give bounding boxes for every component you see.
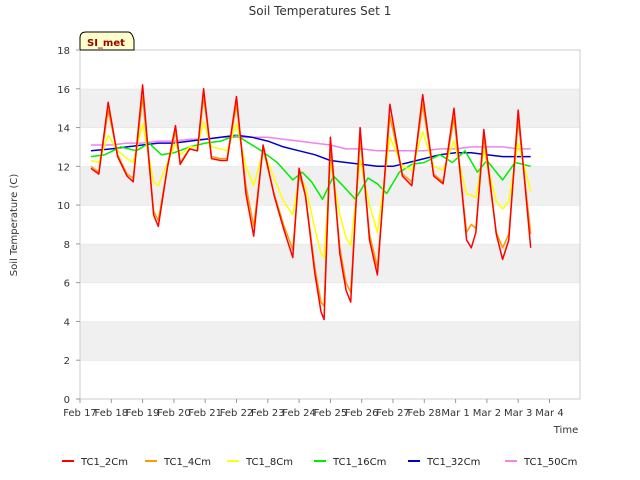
y-tick-label: 8 <box>64 240 70 251</box>
y-tick-label: 6 <box>64 279 70 290</box>
x-tick-label: Mar 2 <box>473 408 501 419</box>
series-line-tc1-50cm <box>91 136 531 152</box>
y-tick-label: 10 <box>57 201 70 212</box>
y-tick-label: 4 <box>64 317 70 328</box>
series-line-tc1-2cm <box>90 84 532 321</box>
grid-bands <box>80 49 580 399</box>
x-tick-label: Feb 20 <box>157 408 191 419</box>
grid-band <box>80 50 580 89</box>
x-tick-label: Feb 22 <box>220 408 254 419</box>
legend-label: TC1_2Cm <box>80 457 128 468</box>
legend-label: TC1_4Cm <box>163 457 211 468</box>
grid-band <box>80 360 580 399</box>
legend-label: TC1_50Cm <box>523 457 577 468</box>
y-tick-label: 0 <box>64 395 70 406</box>
x-axis-label: Time <box>553 425 578 436</box>
x-tick-label: Feb 25 <box>314 408 348 419</box>
y-tick-label: 12 <box>57 162 70 173</box>
grid-band <box>80 321 580 361</box>
grid-band <box>80 88 580 128</box>
grid-band <box>80 205 580 244</box>
series-lines <box>90 84 532 321</box>
x-tick-label: Feb 24 <box>282 408 316 419</box>
y-tick-label: 2 <box>64 356 70 367</box>
x-tick-label: Mar 1 <box>441 408 469 419</box>
x-tick-label: Feb 27 <box>376 408 410 419</box>
legend-label: TC1_16Cm <box>332 457 386 468</box>
legend-label: TC1_32Cm <box>426 457 480 468</box>
grid-band <box>80 243 580 283</box>
badge-label: SI_met <box>87 38 125 49</box>
x-tick-label: Mar 3 <box>504 408 532 419</box>
y-axis-ticks: 0 2 4 6 8 10 12 14 16 18 <box>57 46 80 406</box>
series-line-tc1-32cm <box>90 134 531 168</box>
y-tick-label: 16 <box>57 85 70 96</box>
badge-shape <box>79 31 135 51</box>
x-tick-label: Mar 4 <box>535 408 563 419</box>
legend: TC1_2Cm TC1_4Cm TC1_8Cm TC1_16Cm TC1_32Cm TC1… <box>62 457 577 468</box>
x-tick-label: Feb 23 <box>251 408 285 419</box>
x-tick-label: Feb 28 <box>407 408 441 419</box>
x-tick-label: Feb 21 <box>188 408 222 419</box>
grid-band <box>80 282 580 322</box>
x-tick-label: Feb 26 <box>345 408 379 419</box>
station-badge: SI_met <box>79 31 135 51</box>
y-tick-label: 14 <box>57 124 70 135</box>
x-tick-label: Feb 18 <box>94 408 128 419</box>
x-tick-label: Feb 19 <box>126 408 160 419</box>
x-tick-label: Feb 17 <box>63 408 97 419</box>
chart-title: Soil Temperatures Set 1 <box>249 4 392 18</box>
y-axis-label: Soil Temperature (C) <box>9 174 20 277</box>
y-tick-label: 18 <box>57 46 70 57</box>
legend-label: TC1_8Cm <box>245 457 293 468</box>
